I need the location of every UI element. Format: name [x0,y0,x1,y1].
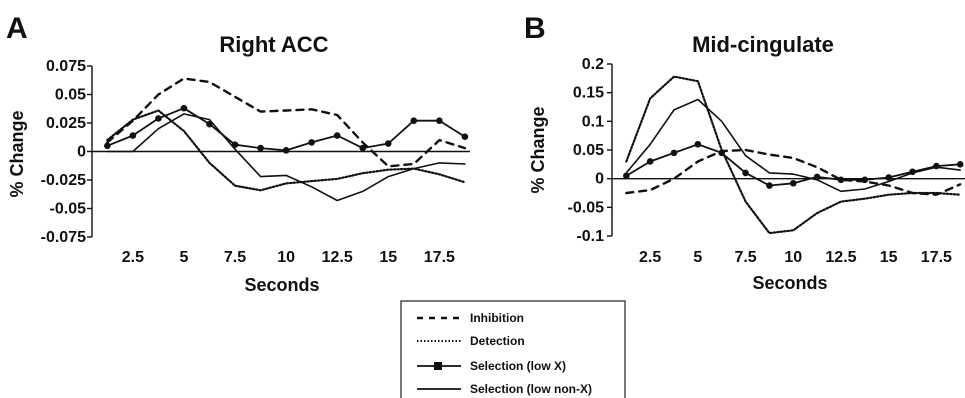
y-tick-label: -0.05 [568,199,605,216]
data-point-selection-low-x [104,142,111,150]
data-point-selection-low-x [384,140,392,147]
data-point-selection-low-x [789,179,797,187]
data-point-selection-low-x [742,169,749,177]
data-point-selection-low-x [436,117,443,125]
legend-box [400,300,626,398]
x-axis-label: Seconds [244,275,319,295]
x-tick-label: 17.5 [921,249,952,266]
y-tick-label: -0.1 [576,228,604,245]
legend-label: Selection (low non-X) [470,382,592,396]
chart-title: Mid-cingulate [692,32,834,57]
x-tick-label: 12.5 [322,249,353,266]
x-tick-label: 10 [277,249,295,266]
data-point-selection-low-x [956,161,964,168]
legend-label: Detection [470,334,525,348]
data-point-selection-low-x [718,149,726,157]
panel-letter-b: B [524,12,546,45]
data-point-selection-low-x [766,182,773,189]
data-point-selection-low-x [359,144,367,152]
series-line-selection-low-non-x [106,113,466,202]
series-line-detection [625,75,962,235]
legend-marker [434,362,442,370]
y-tick-label: -0.075 [41,229,86,246]
x-axis-label: Seconds [752,273,827,293]
legend-item-selection-low-x: Selection (low X) [417,359,566,373]
data-point-selection-low-x [333,132,341,139]
legend-item-selection-low-non-x: Selection (low non-X) [417,382,592,396]
data-point-selection-low-x [646,158,654,165]
y-tick-label: 0 [595,171,604,188]
x-tick-label: 15 [379,249,397,266]
x-tick-label: 12.5 [825,249,856,266]
x-tick-label: 7.5 [734,249,756,266]
data-point-selection-low-x [670,149,678,157]
x-tick-label: 15 [880,249,898,266]
panel-letter-a: A [6,12,28,45]
y-axis-label: % Change [7,110,27,197]
data-point-selection-low-x [282,147,290,154]
series-line-detection [106,109,466,192]
data-point-selection-low-x [155,115,162,122]
legend-item-inhibition: Inhibition [417,311,524,325]
y-tick-label: 0.075 [46,58,86,75]
data-point-selection-low-x [694,140,702,148]
y-tick-label: 0.2 [582,56,604,73]
x-tick-label: 2.5 [122,249,144,266]
data-point-selection-low-x [180,104,188,112]
legend-item-detection: Detection [417,334,525,348]
data-point-selection-low-x [461,133,469,140]
legend: Inhibition Detection Selection (low X) S… [400,300,626,398]
y-tick-label: 0.025 [46,115,86,132]
x-tick-label: 5 [693,249,702,266]
y-tick-label: -0.05 [50,201,87,218]
data-point-selection-low-x [410,117,418,125]
x-tick-label: 2.5 [639,249,661,266]
chart-right-acc: A Right ACC Seconds % Change 0.075 0.05 0.… [6,12,470,295]
x-tick-label: 7.5 [224,249,246,266]
x-tick-label: 10 [784,249,802,266]
y-tick-label: 0.15 [573,85,604,102]
x-tick-label: 17.5 [424,249,455,266]
data-point-selection-low-x [623,172,630,180]
data-point-selection-low-x [308,139,315,146]
series-line-selection-low-x [106,107,466,152]
chart-mid-cingulate: B Mid-cingulate Seconds % Change 0.20.15… [524,12,965,293]
chart-title: Right ACC [219,32,328,57]
legend-label: Selection (low X) [470,359,566,373]
data-point-selection-low-x [861,176,869,184]
x-tick-label: 5 [179,249,188,266]
y-tick-label: 0.1 [582,113,604,130]
data-point-selection-low-x [129,132,137,139]
y-tick-label: 0 [77,144,86,161]
data-point-selection-low-x [837,176,845,184]
data-point-selection-low-x [885,174,892,181]
y-tick-label: 0.05 [55,87,86,104]
y-tick-label: 0.05 [573,142,604,159]
data-point-selection-low-x [257,144,264,152]
y-axis-label: % Change [528,106,548,193]
legend-label: Inhibition [470,311,524,325]
series-line-selection-low-non-x [625,98,962,193]
series-line-inhibition [106,77,467,168]
y-tick-label: -0.025 [41,172,86,189]
